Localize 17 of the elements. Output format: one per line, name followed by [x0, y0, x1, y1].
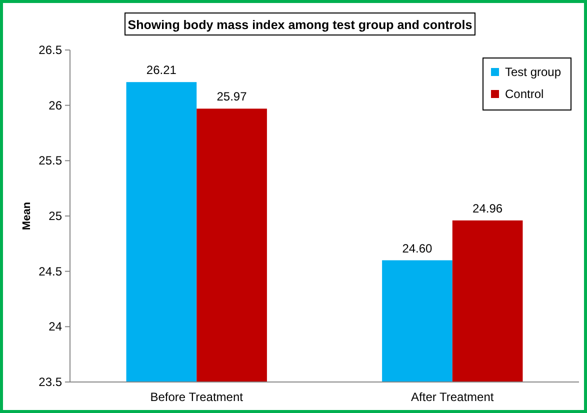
y-tick-label: 26 — [48, 98, 62, 112]
y-tick-label: 25 — [48, 209, 62, 223]
legend-label: Control — [505, 87, 544, 101]
data-label: 24.96 — [472, 201, 503, 216]
chart-title: Showing body mass index among test group and controls — [128, 18, 472, 32]
y-tick-label: 23.5 — [38, 375, 62, 389]
legend-label: Test group — [505, 65, 562, 79]
data-label: 25.97 — [216, 90, 248, 104]
x-tick-label: After Treatment — [411, 390, 494, 404]
y-tick-label: 26.5 — [38, 43, 62, 57]
data-label: 24.60 — [402, 241, 433, 256]
y-tick-label: 25.5 — [38, 154, 62, 168]
x-tick-label: Before Treatment — [150, 390, 244, 404]
y-axis-title: Mean — [21, 202, 33, 230]
data-label: 26.21 — [146, 63, 177, 78]
y-tick-label: 24.5 — [38, 264, 62, 278]
y-tick-label: 24 — [48, 320, 62, 334]
